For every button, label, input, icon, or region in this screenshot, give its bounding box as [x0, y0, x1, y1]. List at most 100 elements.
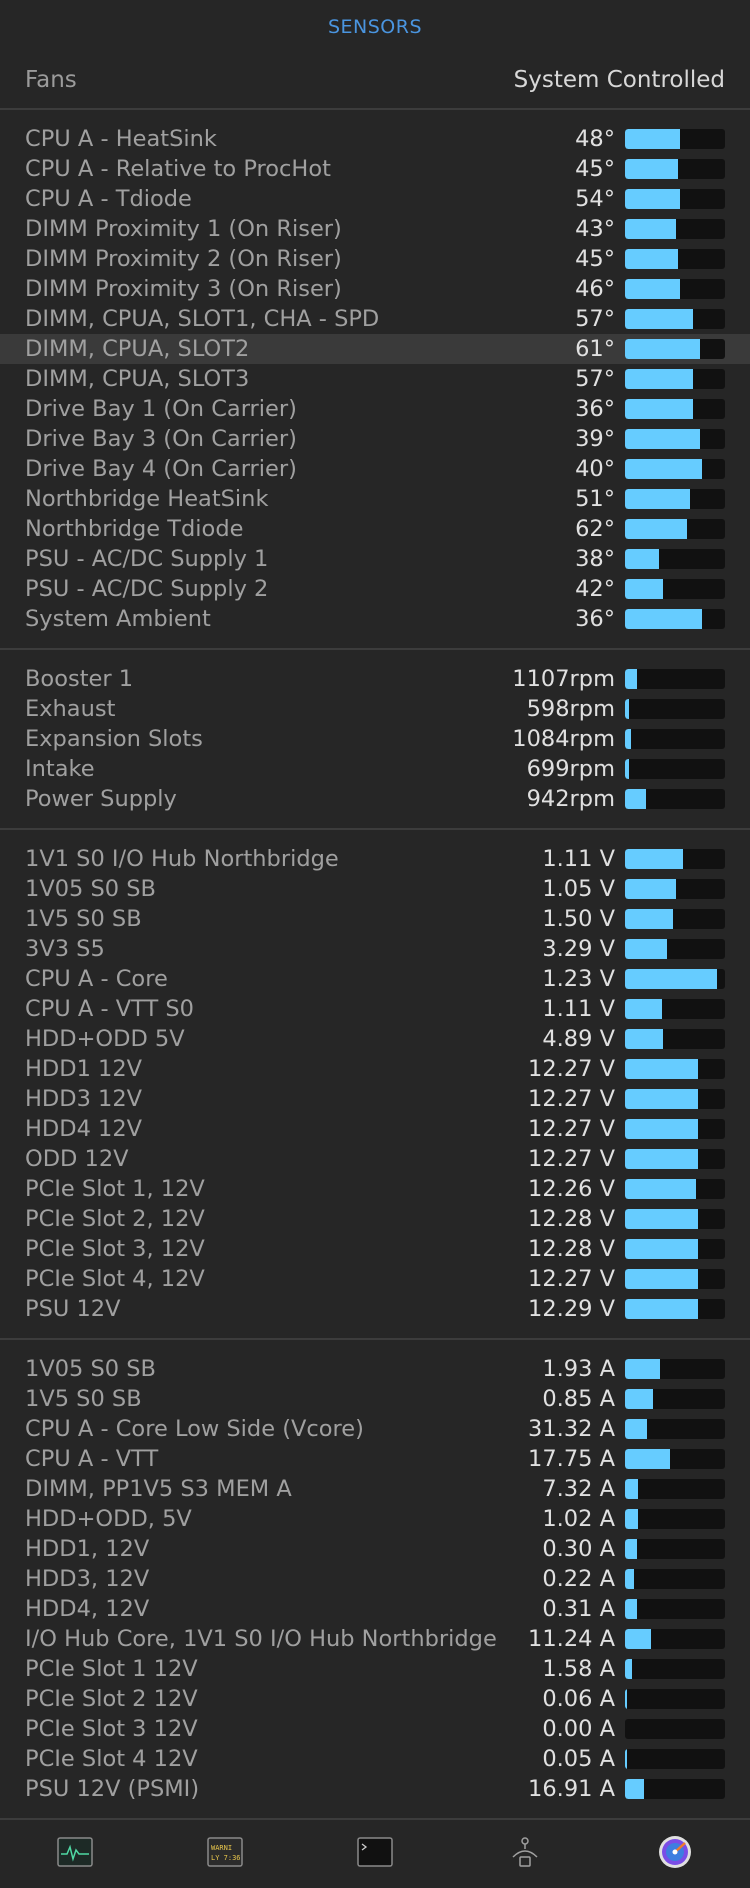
sensor-label: PCIe Slot 4 12V	[25, 1746, 198, 1772]
sensor-value: 1.11 V	[542, 846, 615, 872]
sensor-row[interactable]: Drive Bay 1 (On Carrier) 36°	[0, 394, 750, 424]
sensor-row[interactable]: 1V1 S0 I/O Hub Northbridge 1.11 V	[0, 844, 750, 874]
sensor-label: CPU A - VTT S0	[25, 996, 194, 1022]
sensor-row[interactable]: System Ambient 36°	[0, 604, 750, 634]
sensor-row[interactable]: DIMM, CPUA, SLOT3 57°	[0, 364, 750, 394]
sensor-label: PCIe Slot 2 12V	[25, 1686, 198, 1712]
sensor-label: 3V3 S5	[25, 936, 105, 962]
sensor-value: 46°	[575, 276, 615, 302]
sensor-row[interactable]: HDD3, 12V 0.22 A	[0, 1564, 750, 1594]
sensor-level-bar	[625, 1509, 725, 1529]
sensor-row[interactable]: Drive Bay 3 (On Carrier) 39°	[0, 424, 750, 454]
sensor-row[interactable]: PCIe Slot 4, 12V 12.27 V	[0, 1264, 750, 1294]
sensor-row[interactable]: DIMM Proximity 1 (On Riser) 43°	[0, 214, 750, 244]
sensor-row[interactable]: I/O Hub Core, 1V1 S0 I/O Hub Northbridge…	[0, 1624, 750, 1654]
sensor-label: 1V1 S0 I/O Hub Northbridge	[25, 846, 339, 872]
sensor-list: CPU A - HeatSink 48° CPU A - Relative to P…	[0, 108, 750, 1818]
sensor-row[interactable]: Booster 1 1107rpm	[0, 664, 750, 694]
sensor-row[interactable]: CPU A - Tdiode 54°	[0, 184, 750, 214]
sensor-row[interactable]: PCIe Slot 3, 12V 12.28 V	[0, 1234, 750, 1264]
sensor-level-bar	[625, 219, 725, 239]
sensor-level-fill	[625, 489, 690, 509]
sensor-row[interactable]: PSU 12V (PSMI) 16.91 A	[0, 1774, 750, 1804]
sensor-row[interactable]: CPU A - VTT S0 1.11 V	[0, 994, 750, 1024]
sensor-level-bar	[625, 969, 725, 989]
sensor-row[interactable]: DIMM, PP1V5 S3 MEM A 7.32 A	[0, 1474, 750, 1504]
sensor-row[interactable]: DIMM, CPUA, SLOT1, CHA - SPD 57°	[0, 304, 750, 334]
sensor-level-bar	[625, 1659, 725, 1679]
sensor-row[interactable]: ODD 12V 12.27 V	[0, 1144, 750, 1174]
sensor-row[interactable]: Power Supply 942rpm	[0, 784, 750, 814]
sensor-row[interactable]: PCIe Slot 2 12V 0.06 A	[0, 1684, 750, 1714]
network-tab[interactable]	[495, 1829, 555, 1879]
sensor-value: 942rpm	[526, 786, 615, 812]
fans-mode-value[interactable]: System Controlled	[513, 67, 725, 93]
sensor-row[interactable]: Expansion Slots 1084rpm	[0, 724, 750, 754]
sensor-label: HDD4, 12V	[25, 1596, 150, 1622]
sensor-level-bar	[625, 549, 725, 569]
sensor-row[interactable]: 3V3 S5 3.29 V	[0, 934, 750, 964]
sensor-row[interactable]: HDD+ODD, 5V 1.02 A	[0, 1504, 750, 1534]
sensor-row[interactable]: DIMM Proximity 2 (On Riser) 45°	[0, 244, 750, 274]
sensor-level-fill	[625, 189, 680, 209]
sensor-row[interactable]: Intake 699rpm	[0, 754, 750, 784]
sensor-row[interactable]: HDD+ODD 5V 4.89 V	[0, 1024, 750, 1054]
sensor-row[interactable]: Northbridge HeatSink 51°	[0, 484, 750, 514]
sensor-label: PCIe Slot 1, 12V	[25, 1176, 205, 1202]
sensor-row[interactable]: 1V05 S0 SB 1.05 V	[0, 874, 750, 904]
disk-utility-tab[interactable]	[645, 1829, 705, 1879]
sensor-label: DIMM, CPUA, SLOT1, CHA - SPD	[25, 306, 380, 332]
sensor-row[interactable]: DIMM, CPUA, SLOT2 61°	[0, 334, 750, 364]
sensor-level-bar	[625, 249, 725, 269]
sensor-value: 0.06 A	[542, 1686, 615, 1712]
fans-mode-row[interactable]: Fans System Controlled	[0, 52, 750, 108]
sensor-row[interactable]: HDD4, 12V 0.31 A	[0, 1594, 750, 1624]
sensor-value: 3.29 V	[542, 936, 615, 962]
sensor-value: 36°	[575, 606, 615, 632]
sensor-row[interactable]: PCIe Slot 2, 12V 12.28 V	[0, 1204, 750, 1234]
sensor-level-bar	[625, 309, 725, 329]
sensor-level-bar	[625, 459, 725, 479]
terminal-tab[interactable]	[345, 1829, 405, 1879]
sensor-row[interactable]: CPU A - VTT 17.75 A	[0, 1444, 750, 1474]
sensor-row[interactable]: PSU - AC/DC Supply 2 42°	[0, 574, 750, 604]
sensor-row[interactable]: CPU A - Core 1.23 V	[0, 964, 750, 994]
sensor-label: 1V05 S0 SB	[25, 876, 156, 902]
sensor-row[interactable]: PCIe Slot 3 12V 0.00 A	[0, 1714, 750, 1744]
sensor-row[interactable]: CPU A - HeatSink 48°	[0, 124, 750, 154]
sensor-row[interactable]: DIMM Proximity 3 (On Riser) 46°	[0, 274, 750, 304]
sensor-row[interactable]: PSU - AC/DC Supply 1 38°	[0, 544, 750, 574]
sensor-row[interactable]: PCIe Slot 4 12V 0.05 A	[0, 1744, 750, 1774]
sensor-row[interactable]: HDD3 12V 12.27 V	[0, 1084, 750, 1114]
sensor-label: HDD3, 12V	[25, 1566, 150, 1592]
sensor-row[interactable]: 1V5 S0 SB 1.50 V	[0, 904, 750, 934]
sensor-row[interactable]: PSU 12V 12.29 V	[0, 1294, 750, 1324]
sensor-level-bar	[625, 1479, 725, 1499]
sensor-level-bar	[625, 1389, 725, 1409]
sensor-row[interactable]: Exhaust 598rpm	[0, 694, 750, 724]
sensor-row[interactable]: HDD4 12V 12.27 V	[0, 1114, 750, 1144]
sensor-value: 12.27 V	[528, 1086, 615, 1112]
sensor-value: 12.29 V	[528, 1296, 615, 1322]
sensor-level-fill	[625, 399, 693, 419]
sensor-label: PSU - AC/DC Supply 2	[25, 576, 269, 602]
sensor-row[interactable]: Northbridge Tdiode 62°	[0, 514, 750, 544]
sensor-row[interactable]: CPU A - Relative to ProcHot 45°	[0, 154, 750, 184]
console-tab[interactable]: WARNI LY 7:36	[195, 1829, 255, 1879]
sensor-row[interactable]: CPU A - Core Low Side (Vcore) 31.32 A	[0, 1414, 750, 1444]
sensor-level-fill	[625, 1359, 660, 1379]
sensor-row[interactable]: 1V05 S0 SB 1.93 A	[0, 1354, 750, 1384]
sensor-row[interactable]: 1V5 S0 SB 0.85 A	[0, 1384, 750, 1414]
sensor-level-bar	[625, 1239, 725, 1259]
sensor-level-fill	[625, 159, 678, 179]
sensor-level-fill	[625, 369, 693, 389]
sensor-level-bar	[625, 1029, 725, 1049]
sensor-row[interactable]: PCIe Slot 1 12V 1.58 A	[0, 1654, 750, 1684]
sensor-level-fill	[625, 1479, 638, 1499]
sensor-level-fill	[625, 339, 700, 359]
sensor-row[interactable]: HDD1, 12V 0.30 A	[0, 1534, 750, 1564]
sensor-row[interactable]: Drive Bay 4 (On Carrier) 40°	[0, 454, 750, 484]
sensor-row[interactable]: PCIe Slot 1, 12V 12.26 V	[0, 1174, 750, 1204]
sensor-row[interactable]: HDD1 12V 12.27 V	[0, 1054, 750, 1084]
activity-monitor-tab[interactable]	[45, 1829, 105, 1879]
